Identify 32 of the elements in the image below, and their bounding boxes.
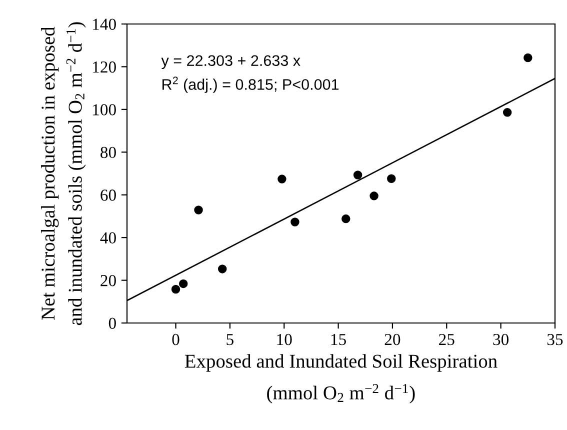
point [194,206,203,214]
annotation: y = 22.303 + 2.633 x [161,55,300,70]
point [290,218,300,226]
y-tick-label: 140 [93,18,116,30]
point [387,174,396,183]
point [524,53,532,62]
x-tick-label: 20 [384,334,400,346]
y-axis-title: Net microalgal production in exposed and inundated soils (mmol O$_{2}$ m$^{−2}$ d$^{−1}$) [41,22,86,326]
point [353,170,362,180]
point [502,108,512,117]
y-tick-label: 0 [108,318,116,329]
y-tick-label: 60 [100,190,116,201]
x-tick-label: 30 [493,334,509,346]
x-tick-label: 25 [439,334,454,346]
y-tick-label: 120 [93,61,116,73]
point [218,264,227,274]
point [342,214,350,224]
x-axis-title: Exposed and Inundated Soil Respiration (mmol O$_{2}$ m$^{−2}$ d$^{−1}$) [184,354,498,404]
y-tick-label: 40 [100,232,116,244]
x-tick-label: 0 [172,334,180,346]
y-tick-label: 100 [93,104,116,116]
y-tick-label: 20 [100,274,116,286]
point [178,279,188,288]
x-tick-label: 35 [547,334,563,346]
x-tick-label: 10 [277,334,292,346]
annotation: R$^{2}$ (adj.) = 0.815; P<0.001 [162,76,339,93]
x-tick-label: 5 [226,334,234,346]
y-tick-label: 80 [100,146,116,158]
x-tick-label: 15 [331,334,346,346]
point [370,192,378,200]
point [171,284,180,294]
point [278,174,286,184]
